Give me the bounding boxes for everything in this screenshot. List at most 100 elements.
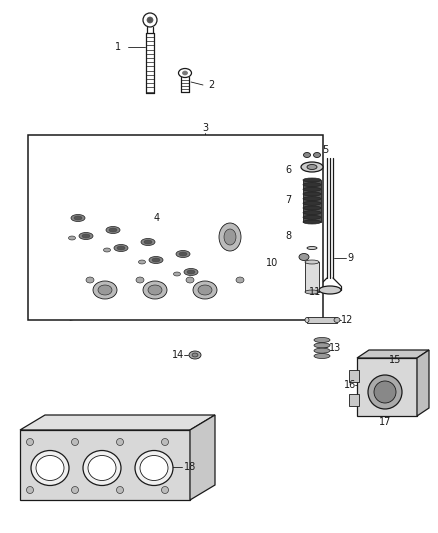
Ellipse shape [303,211,321,215]
Ellipse shape [314,337,330,343]
Ellipse shape [219,223,241,251]
Ellipse shape [162,487,169,494]
Polygon shape [417,350,429,416]
Bar [28,135,323,320]
Text: 9: 9 [347,253,353,263]
Ellipse shape [71,439,78,446]
Text: 10: 10 [266,258,278,268]
Bar [349,370,359,382]
Ellipse shape [374,381,396,403]
Ellipse shape [27,439,33,446]
Ellipse shape [71,214,85,222]
Ellipse shape [189,351,201,359]
Ellipse shape [368,375,402,409]
Polygon shape [70,225,220,320]
Ellipse shape [162,439,169,446]
Ellipse shape [304,152,311,157]
Ellipse shape [301,162,323,172]
Ellipse shape [224,229,236,245]
Ellipse shape [305,318,309,322]
Ellipse shape [114,245,128,252]
Text: 13: 13 [329,343,341,353]
Ellipse shape [334,318,340,322]
Ellipse shape [93,281,117,299]
Ellipse shape [303,215,321,220]
Ellipse shape [138,260,145,264]
Text: 12: 12 [341,315,353,325]
Ellipse shape [198,285,212,295]
Ellipse shape [117,439,124,446]
Text: 1: 1 [115,42,121,52]
Polygon shape [357,358,417,416]
Text: 15: 15 [389,355,401,365]
Bar [303,180,321,222]
Text: 14: 14 [172,350,184,360]
Text: 17: 17 [379,417,391,427]
Text: 18: 18 [184,462,196,472]
Ellipse shape [307,246,317,249]
Bar [305,262,319,292]
Ellipse shape [305,290,319,294]
Ellipse shape [314,353,330,359]
Ellipse shape [106,227,120,233]
Ellipse shape [83,450,121,486]
Polygon shape [20,430,190,500]
Ellipse shape [88,456,116,481]
Ellipse shape [299,254,309,261]
Ellipse shape [27,487,33,494]
Ellipse shape [103,248,110,252]
Ellipse shape [319,286,341,294]
Ellipse shape [36,456,64,481]
Text: 3: 3 [202,123,208,133]
Bar [349,394,359,406]
Ellipse shape [135,450,173,486]
Ellipse shape [98,285,112,295]
Ellipse shape [147,17,153,23]
Polygon shape [20,415,215,430]
Ellipse shape [79,232,93,239]
Ellipse shape [179,252,187,256]
Ellipse shape [307,165,317,169]
Ellipse shape [305,260,319,264]
Ellipse shape [303,220,321,224]
Ellipse shape [314,348,330,353]
Ellipse shape [303,183,321,187]
Ellipse shape [179,69,191,77]
Ellipse shape [176,251,190,257]
Text: 11: 11 [309,287,321,297]
Ellipse shape [173,272,180,276]
Polygon shape [50,175,220,255]
Bar [307,317,337,323]
Ellipse shape [193,281,217,299]
Ellipse shape [31,450,69,486]
Ellipse shape [74,216,82,220]
Polygon shape [215,205,245,295]
Ellipse shape [183,71,187,75]
Ellipse shape [303,192,321,196]
Ellipse shape [303,187,321,191]
Ellipse shape [82,234,90,238]
Text: 7: 7 [285,195,291,205]
Ellipse shape [136,277,144,283]
Ellipse shape [186,277,194,283]
Ellipse shape [144,240,152,244]
Ellipse shape [236,277,244,283]
Text: 16: 16 [344,380,356,390]
Polygon shape [190,415,215,500]
Ellipse shape [141,238,155,246]
Text: 2: 2 [208,80,214,90]
Ellipse shape [109,228,117,232]
Ellipse shape [86,277,94,283]
Ellipse shape [152,258,160,262]
Text: 8: 8 [285,231,291,241]
Text: 4: 4 [154,213,160,223]
Ellipse shape [148,285,162,295]
Ellipse shape [149,256,163,263]
Ellipse shape [303,206,321,210]
Ellipse shape [192,353,198,357]
Text: 5: 5 [322,145,328,155]
Ellipse shape [143,13,157,27]
Ellipse shape [140,456,168,481]
Ellipse shape [117,487,124,494]
Ellipse shape [117,246,125,250]
